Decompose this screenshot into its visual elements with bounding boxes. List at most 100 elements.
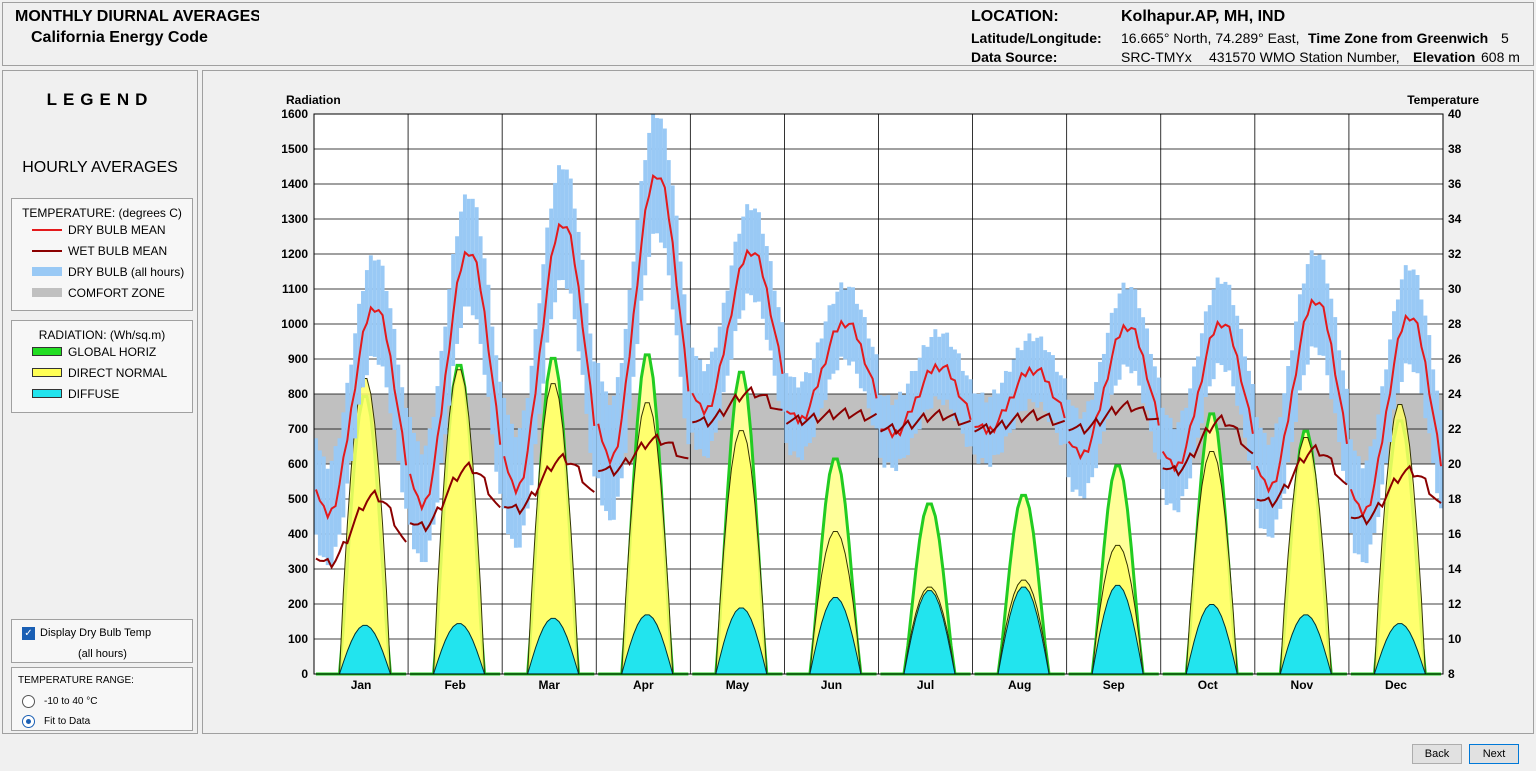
dry-bulb-hour-bar [408,416,413,525]
dry-bulb-hour-bar [1129,287,1134,374]
dry-bulb-hour-bar [1031,341,1036,403]
left-axis-label: Radiation [286,93,341,107]
dry-bulb-mean-line [1161,319,1254,473]
dry-bulb-hour-bar [831,303,836,374]
source-label: Data Source: [971,49,1058,65]
page-title: MONTHLY DIURNAL AVERAGES [15,8,259,25]
dry-bulb-hour-bar [502,397,507,509]
dry-bulb-hour-bar [1086,401,1091,484]
dry-bulb-hour-bar [314,438,318,535]
dry-bulb-hour-bar [1301,283,1306,376]
dry-bulb-hour-bar [1058,375,1063,446]
dry-bulb-hour-bar [862,317,867,392]
dry-bulb-hour-bar [925,346,930,410]
dry-bulb-hour-bar [557,165,561,281]
dry-bulb-hour-bar [941,333,946,406]
dry-bulb-hour-bar [1352,450,1357,554]
dry-bulb-hour-bar [1313,255,1318,348]
dry-bulb-hour-bar [651,114,656,234]
dry-bulb-hour-bar [1282,393,1287,494]
dry-bulb-hour-bar [1395,299,1400,394]
left-tick-label: 1300 [281,212,308,226]
range-option-fixed-label: -10 to 40 °C [44,696,98,707]
range-radio-fit[interactable] [22,715,35,728]
dry-bulb-hour-bar [737,233,742,319]
next-button[interactable]: Next [1469,744,1519,764]
elevation-value: 608 m [1481,49,1520,65]
dry-bulb-hour-bar [768,261,773,351]
dry-bulb-hour-bar [611,395,616,520]
dry-bulb-hour-bar [937,336,942,400]
dry-bulb-hour-bar [968,379,973,447]
dry-bulb-hour-bar [847,286,852,366]
left-tick-label: 1200 [281,247,308,261]
dry-bulb-mean-line [315,305,408,521]
legend-title: LEGEND [46,90,154,109]
back-button[interactable]: Back [1412,744,1462,764]
dry-bulb-hour-bar [717,326,722,421]
dry-bulb-hour-bar [843,289,848,360]
dry-bulb-hour-bar [800,381,805,461]
dry-bulb-hour-bar [1050,355,1055,421]
dry-bulb-hour-bar [1219,283,1224,366]
plot-frame [313,113,1444,675]
dry-bulb-hour-bar [749,210,754,296]
dry-bulb-hour-bar [815,342,820,417]
dry-bulb-hour-bar [1125,289,1130,367]
dry-bulb-mean-line [1067,323,1160,461]
dry-bulb-hour-bar [470,198,475,316]
dry-bulb-hour-bar [878,395,883,458]
dry-bulb-mean-line [785,319,878,426]
dry-bulb-hour-bar [1215,277,1220,364]
legend-item-dry-bulb-mean: DRY BULB MEAN [12,220,192,241]
dry-bulb-hour-bar [898,391,903,459]
dry-bulb-hour-bar [1152,366,1157,453]
radiation-legend: RADIATION: (Wh/sq.m) GLOBAL HORIZ DIRECT… [11,320,193,413]
dry-bulb-hour-bar [1309,250,1314,347]
dry-bulb-hour-bar [1254,417,1259,509]
dry-bulb-hour-bar [1054,371,1059,433]
timezone-label: Time Zone from Greenwich [1308,30,1489,46]
month-label: Jun [821,678,842,692]
dry-bulb-hour-bar [341,412,346,518]
left-tick-label: 1000 [281,317,308,331]
dry-bulb-hour-bar [709,351,714,442]
dry-bulb-mean-swatch [32,229,62,231]
dry-bulb-hour-bar [1333,317,1338,414]
dry-bulb-hour-bar [392,328,397,430]
wet-bulb-mean-line [1068,399,1159,436]
legend-item-dry-bulb-all: DRY BULB (all hours) [12,262,192,283]
global-horiz-swatch [32,347,62,356]
right-tick-label: 34 [1448,212,1462,226]
legend-panel: LEGEND HOURLY AVERAGES TEMPERATURE: (deg… [2,70,198,734]
dry-bulb-hour-bar [811,358,816,438]
dry-bulb-hour-bar [866,338,871,409]
dry-bulb-hour-bar [1035,337,1040,408]
dry-bulb-hour-bar [462,194,467,307]
dry-bulb-hour-bar [1164,414,1169,505]
dry-bulb-hour-bar [1019,350,1024,412]
right-axis-label: Temperature [1407,93,1479,107]
month-label: Nov [1291,678,1314,692]
display-dry-bulb-checkbox[interactable]: ✓ [22,627,35,640]
range-radio-fixed[interactable] [22,695,35,708]
dry-bulb-hour-bar [372,260,377,357]
dry-bulb-hour-bar [874,354,879,429]
right-tick-label: 30 [1448,282,1462,296]
dry-bulb-hour-bar [427,428,432,541]
wet-bulb-mean-line [785,406,878,427]
right-tick-label: 10 [1448,632,1462,646]
dry-bulb-hour-bar [1427,335,1432,434]
dry-bulb-hour-bar [1000,382,1004,453]
dry-bulb-hour-bar [1258,427,1263,529]
dry-bulb-hour-bar [1094,381,1099,469]
dry-bulb-hour-bar [1317,254,1322,356]
left-tick-label: 100 [288,632,308,646]
display-dry-bulb-option: ✓ Display Dry Bulb Temp (all hours) [11,619,193,663]
left-tick-label: 400 [288,527,308,541]
dry-bulb-hour-bar [882,396,887,468]
month-label: Oct [1198,678,1218,692]
dry-bulb-hour-bar [1007,371,1012,433]
dry-bulb-hour-bar [1047,352,1051,422]
dry-bulb-mean-line [409,250,502,512]
